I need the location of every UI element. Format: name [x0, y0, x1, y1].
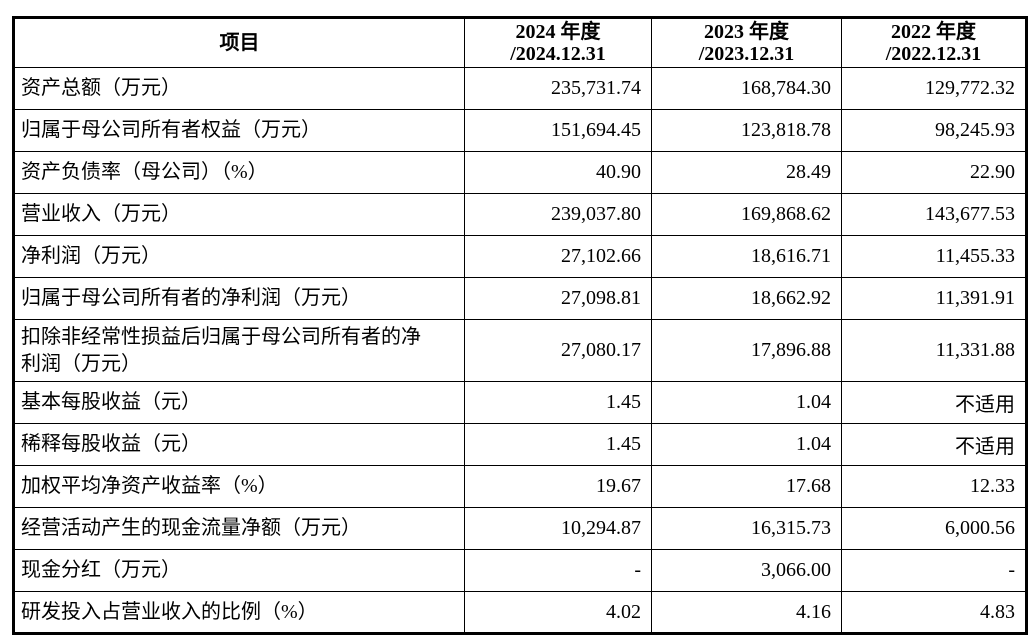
header-2023-date: /2023.12.31: [698, 43, 795, 65]
value-2023: 1.04: [651, 423, 842, 466]
row-label: 营业收入（万元）: [13, 193, 465, 236]
row-label: 经营活动产生的现金流量净额（万元）: [13, 507, 465, 550]
table-row-operating-cash-flow: 经营活动产生的现金流量净额（万元） 10,294.87 16,315.73 6,…: [13, 507, 1027, 550]
value-2023: 28.49: [651, 151, 842, 194]
row-label: 现金分红（万元）: [13, 549, 465, 592]
value-2023: 18,662.92: [651, 277, 842, 320]
financial-summary-table: 项目 2024 年度 /2024.12.31 2023 年度 /2023.12.…: [12, 16, 1028, 635]
value-2024: 10,294.87: [464, 507, 652, 550]
value-2024: 19.67: [464, 465, 652, 508]
row-label: 资产负债率（母公司）（%）: [13, 151, 465, 194]
table-row-operating-revenue: 营业收入（万元） 239,037.80 169,868.62 143,677.5…: [13, 193, 1027, 236]
row-label: 加权平均净资产收益率（%）: [13, 465, 465, 508]
value-2022: 143,677.53: [841, 193, 1027, 236]
value-2024: 27,080.17: [464, 319, 652, 382]
value-2024: 40.90: [464, 151, 652, 194]
table-row-basic-eps: 基本每股收益（元） 1.45 1.04 不适用: [13, 381, 1027, 424]
header-item-label: 项目: [219, 32, 260, 54]
table-header-row: 项目 2024 年度 /2024.12.31 2023 年度 /2023.12.…: [13, 17, 1027, 68]
header-cell-item: 项目: [13, 17, 465, 68]
value-2024: 27,102.66: [464, 235, 652, 278]
value-2022: 22.90: [841, 151, 1027, 194]
value-2022: 4.83: [841, 591, 1027, 634]
header-2023-period: 2023 年度: [704, 21, 789, 43]
table-row-weighted-roe: 加权平均净资产收益率（%） 19.67 17.68 12.33: [13, 465, 1027, 508]
row-label: 研发投入占营业收入的比例（%）: [13, 591, 465, 634]
header-2022-period: 2022 年度: [891, 21, 976, 43]
value-2022: 98,245.93: [841, 109, 1027, 152]
value-2024: 235,731.74: [464, 67, 652, 110]
row-label: 净利润（万元）: [13, 235, 465, 278]
value-2024: 1.45: [464, 381, 652, 424]
row-label: 基本每股收益（元）: [13, 381, 465, 424]
value-2022: 6,000.56: [841, 507, 1027, 550]
row-label: 归属于母公司所有者权益（万元）: [13, 109, 465, 152]
table-row-net-profit-excl-nonrecurring: 扣除非经常性损益后归属于母公司所有者的净利润（万元） 27,080.17 17,…: [13, 319, 1027, 382]
header-2024-period: 2024 年度: [515, 21, 601, 43]
table-row-debt-ratio: 资产负债率（母公司）（%） 40.90 28.49 22.90: [13, 151, 1027, 194]
header-cell-2023: 2023 年度 /2023.12.31: [651, 17, 842, 68]
value-2023: 1.04: [651, 381, 842, 424]
value-2022: 11,331.88: [841, 319, 1027, 382]
value-2024: 4.02: [464, 591, 652, 634]
value-2024: -: [464, 549, 652, 592]
value-2023: 17,896.88: [651, 319, 842, 382]
table-row-diluted-eps: 稀释每股收益（元） 1.45 1.04 不适用: [13, 423, 1027, 466]
value-2022: 129,772.32: [841, 67, 1027, 110]
value-2023: 17.68: [651, 465, 842, 508]
table-row-net-profit: 净利润（万元） 27,102.66 18,616.71 11,455.33: [13, 235, 1027, 278]
value-2022: 不适用: [841, 423, 1027, 466]
row-label: 归属于母公司所有者的净利润（万元）: [13, 277, 465, 320]
value-2023: 18,616.71: [651, 235, 842, 278]
table-row-total-assets: 资产总额（万元） 235,731.74 168,784.30 129,772.3…: [13, 67, 1027, 110]
table-row-parent-net-profit: 归属于母公司所有者的净利润（万元） 27,098.81 18,662.92 11…: [13, 277, 1027, 320]
table-row-cash-dividend: 现金分红（万元） - 3,066.00 -: [13, 549, 1027, 592]
value-2023: 168,784.30: [651, 67, 842, 110]
value-2023: 4.16: [651, 591, 842, 634]
value-2024: 1.45: [464, 423, 652, 466]
value-2022: 12.33: [841, 465, 1027, 508]
row-label: 资产总额（万元）: [13, 67, 465, 110]
value-2022: -: [841, 549, 1027, 592]
value-2022: 11,455.33: [841, 235, 1027, 278]
value-2024: 151,694.45: [464, 109, 652, 152]
table-row-parent-equity: 归属于母公司所有者权益（万元） 151,694.45 123,818.78 98…: [13, 109, 1027, 152]
row-label: 扣除非经常性损益后归属于母公司所有者的净利润（万元）: [13, 319, 465, 382]
value-2023: 16,315.73: [651, 507, 842, 550]
value-2022: 11,391.91: [841, 277, 1027, 320]
value-2024: 239,037.80: [464, 193, 652, 236]
row-label: 稀释每股收益（元）: [13, 423, 465, 466]
value-2022: 不适用: [841, 381, 1027, 424]
header-2024-date: /2024.12.31: [510, 43, 606, 65]
value-2023: 3,066.00: [651, 549, 842, 592]
header-2022-date: /2022.12.31: [885, 43, 982, 65]
value-2023: 169,868.62: [651, 193, 842, 236]
header-cell-2022: 2022 年度 /2022.12.31: [841, 17, 1027, 68]
header-cell-2024: 2024 年度 /2024.12.31: [464, 17, 652, 68]
table-row-rd-expense-ratio: 研发投入占营业收入的比例（%） 4.02 4.16 4.83: [13, 591, 1027, 634]
value-2024: 27,098.81: [464, 277, 652, 320]
value-2023: 123,818.78: [651, 109, 842, 152]
